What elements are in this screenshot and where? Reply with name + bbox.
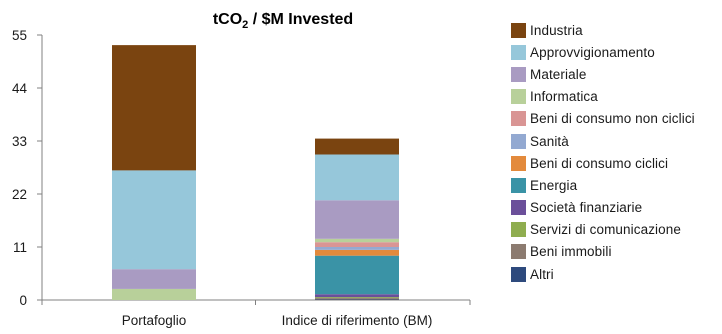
chart-title-suffix: / $M Invested: [248, 11, 353, 28]
legend-label: Industria: [530, 23, 583, 38]
legend-swatch: [511, 111, 526, 126]
legend-label: Sanità: [530, 134, 569, 149]
legend-item: Approvvigionamento: [511, 41, 721, 63]
legend-swatch: [511, 178, 526, 193]
legend-label: Società finanziarie: [530, 200, 642, 215]
bar-segment: [315, 200, 399, 239]
legend-swatch: [511, 89, 526, 104]
x-category-label: Portafoglio: [122, 313, 187, 328]
legend-item: Energia: [511, 174, 721, 196]
y-tick-label: 44: [12, 81, 28, 96]
bar-segment: [315, 298, 399, 299]
chart-legend: Industria Approvvigionamento Materiale Info…: [511, 19, 721, 285]
y-tick-label: 11: [13, 240, 27, 255]
bar-segment: [112, 289, 196, 300]
x-category-label: Indice di riferimento (BM): [282, 313, 433, 328]
axis-group: 0 11 22 33 44 55 Portafoglio Indice di riferime…: [12, 28, 470, 328]
legend-label: Approvvigionamento: [530, 45, 655, 60]
legend-label: Altri: [530, 267, 554, 282]
bar-segment: [315, 139, 399, 155]
legend-item: Sanità: [511, 130, 721, 152]
y-tick-label: 0: [19, 293, 27, 308]
bar-segment: [112, 45, 196, 170]
bars-group: [112, 45, 399, 300]
bar-segment: [315, 297, 399, 298]
y-tick-label: 22: [12, 187, 27, 202]
legend-swatch: [511, 267, 526, 282]
legend-swatch: [511, 67, 526, 82]
legend-swatch: [511, 45, 526, 60]
legend-swatch: [511, 244, 526, 259]
legend-label: Beni di consumo ciclici: [530, 156, 668, 171]
legend-swatch: [511, 23, 526, 38]
legend-item: Materiale: [511, 63, 721, 85]
legend-item: Beni immobili: [511, 241, 721, 263]
y-tick-label: 33: [12, 134, 27, 149]
legend-swatch: [511, 200, 526, 215]
legend-label: Energia: [530, 178, 577, 193]
legend-item: Informatica: [511, 86, 721, 108]
y-tick-label: 55: [12, 28, 27, 43]
bar-segment: [315, 247, 399, 250]
bar-segment: [315, 242, 399, 247]
bar-segment: [315, 250, 399, 256]
legend-label: Materiale: [530, 67, 586, 82]
legend-swatch: [511, 222, 526, 237]
legend-item: Beni di consumo non ciclici: [511, 108, 721, 130]
legend-item: Altri: [511, 263, 721, 285]
legend-item: Società finanziarie: [511, 197, 721, 219]
chart-title-main: tCO: [213, 11, 242, 28]
bar-segment: [112, 170, 196, 269]
legend-label: Servizi di comunicazione: [530, 222, 681, 237]
bar-segment: [315, 294, 399, 297]
legend-item: Beni di consumo ciclici: [511, 152, 721, 174]
bar-segment: [315, 256, 399, 295]
bar-segment: [315, 239, 399, 242]
legend-label: Beni di consumo non ciclici: [530, 111, 695, 126]
legend-swatch: [511, 134, 526, 149]
legend-item: Industria: [511, 19, 721, 41]
chart-title: tCO2 / $M Invested: [213, 11, 353, 31]
bar-segment: [112, 269, 196, 289]
legend-label: Beni immobili: [530, 244, 612, 259]
legend-swatch: [511, 156, 526, 171]
legend-item: Servizi di comunicazione: [511, 219, 721, 241]
legend-label: Informatica: [530, 89, 598, 104]
bar-segment: [315, 154, 399, 200]
